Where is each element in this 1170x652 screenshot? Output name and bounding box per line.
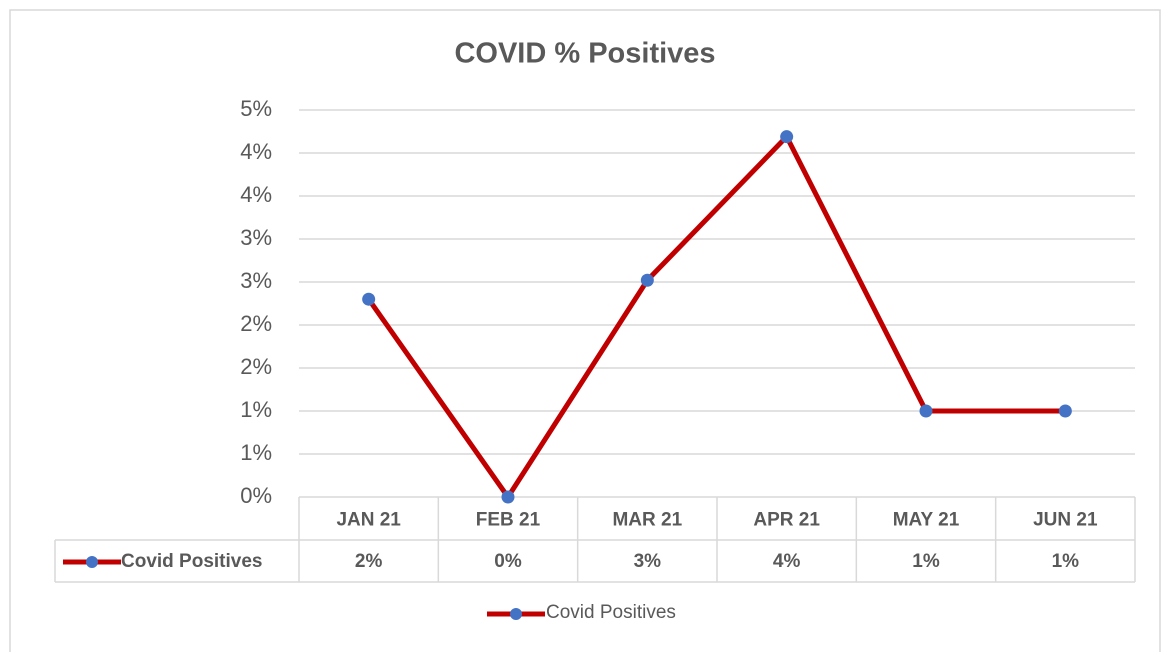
data-point — [780, 130, 794, 144]
legend-label: Covid Positives — [546, 602, 676, 623]
data-table-value: 3% — [634, 551, 662, 572]
x-tick-label: FEB 21 — [476, 510, 541, 531]
data-point — [362, 292, 376, 306]
data-table-value: 1% — [1052, 551, 1080, 572]
x-tick-label: JUN 21 — [1033, 510, 1098, 531]
data-point — [640, 273, 654, 287]
data-table-value: 1% — [912, 551, 940, 572]
y-tick-label: 3% — [240, 225, 272, 250]
y-tick-label: 2% — [240, 354, 272, 379]
data-table-value: 4% — [773, 551, 801, 572]
x-tick-label: MAY 21 — [893, 510, 960, 531]
chart-title: COVID % Positives — [454, 38, 715, 70]
x-tick-label: JAN 21 — [336, 510, 401, 531]
y-tick-label: 1% — [240, 440, 272, 465]
y-tick-label: 2% — [240, 311, 272, 336]
y-tick-label: 0% — [240, 483, 272, 508]
series-line — [366, 134, 1066, 500]
x-tick-label: MAR 21 — [612, 510, 682, 531]
data-point — [919, 404, 933, 418]
table-series-name: Covid Positives — [121, 551, 263, 572]
y-tick-label: 3% — [240, 268, 272, 293]
y-tick-label: 1% — [240, 397, 272, 422]
data-point — [501, 490, 515, 504]
data-table-value: 2% — [355, 551, 383, 572]
y-tick-label: 4% — [240, 182, 272, 207]
y-tick-label: 5% — [240, 96, 272, 121]
legend-marker — [86, 556, 98, 568]
legend-marker — [510, 608, 522, 620]
chart-area — [9, 9, 1161, 652]
data-table-value: 0% — [494, 551, 522, 572]
x-tick-label: APR 21 — [753, 510, 820, 531]
data-point — [1058, 404, 1072, 418]
y-tick-label: 4% — [240, 139, 272, 164]
